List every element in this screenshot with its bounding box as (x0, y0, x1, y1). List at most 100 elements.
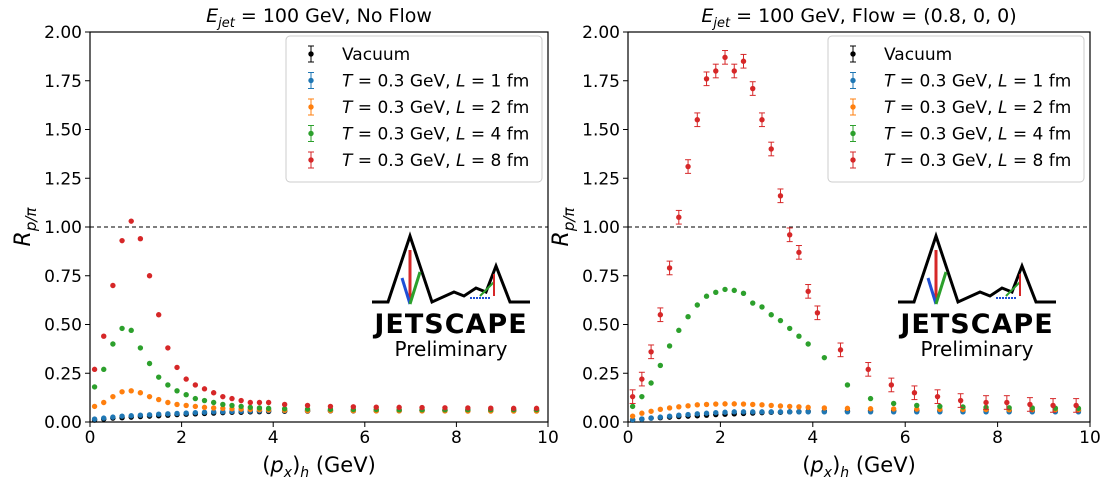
data-point (750, 300, 756, 306)
data-point (119, 389, 125, 395)
data-point (759, 402, 765, 408)
legend-label: T = 0.3 GeV, L = 2 fm (884, 98, 1071, 118)
y-tick-label: 0.25 (582, 364, 620, 384)
y-tick-label: 1.50 (582, 121, 620, 141)
data-point (685, 314, 691, 320)
data-point (934, 393, 941, 400)
data-point (210, 399, 217, 406)
data-point (350, 404, 357, 410)
data-point (183, 392, 189, 398)
data-point (442, 405, 448, 411)
data-point (165, 399, 171, 406)
legend-frame (285, 35, 543, 183)
data-point (685, 403, 691, 409)
data-point (983, 399, 989, 406)
data-point (796, 409, 802, 415)
legend-marker (850, 157, 856, 163)
y-tick-label: 0.00 (44, 413, 82, 433)
data-point (165, 345, 171, 351)
data-point (694, 117, 700, 123)
data-point (750, 409, 756, 415)
data-point (1073, 402, 1079, 409)
data-point (327, 403, 334, 410)
data-point (713, 409, 719, 416)
x-tick-label: 4 (807, 428, 818, 448)
data-point (666, 413, 673, 419)
data-point (91, 416, 98, 422)
x-axis-label: (px)h (GeV) (802, 453, 916, 479)
data-point (174, 401, 180, 408)
data-point (867, 395, 874, 402)
data-point (110, 393, 116, 400)
legend-marker (850, 104, 856, 110)
data-point (666, 343, 673, 349)
data-point (796, 404, 802, 410)
data-point (750, 85, 756, 92)
data-point (777, 409, 784, 415)
data-point (731, 68, 737, 74)
chart-panel-2: Ejet = 100 GeV, Flow = (0.8, 0, 0) 0.00 0.… (549, 5, 1101, 479)
x-tick-label: 6 (359, 428, 370, 448)
data-point (722, 286, 728, 293)
legend: Vacuum T = 0.3 GeV, L = 1 fm T = 0.3 GeV, … (827, 35, 1085, 183)
data-point (787, 232, 793, 238)
data-point (192, 409, 199, 416)
data-point (914, 402, 920, 409)
x-tick-label: 0 (623, 428, 634, 448)
data-point (759, 304, 765, 310)
data-point (787, 325, 793, 332)
data-point (731, 287, 737, 294)
data-point (787, 403, 793, 410)
data-point (768, 409, 774, 415)
y-tick-label: 1.75 (582, 72, 620, 92)
data-point (256, 399, 263, 406)
x-axis-label: (px)h (GeV) (262, 453, 376, 479)
data-point (713, 401, 719, 407)
data-point (648, 349, 654, 355)
data-point (265, 399, 272, 406)
data-point (676, 404, 682, 410)
legend-marker (308, 77, 314, 84)
y-tick-label: 1.00 (44, 218, 82, 238)
x-tick-label: 10 (537, 428, 559, 448)
data-point (805, 341, 811, 347)
logo-subtext: Preliminary (395, 337, 508, 361)
data-point (805, 404, 811, 411)
data-point (91, 403, 98, 410)
legend-marker (850, 130, 856, 137)
legend-label: T = 0.3 GeV, L = 1 fm (342, 72, 529, 92)
legend-label: T = 0.3 GeV, L = 4 fm (342, 125, 529, 145)
data-point (1004, 399, 1010, 406)
data-point (750, 401, 756, 408)
data-point (156, 312, 162, 318)
data-point (265, 405, 272, 412)
data-point (666, 405, 673, 411)
data-point (865, 366, 871, 373)
data-point (91, 366, 98, 373)
data-point (805, 288, 811, 295)
data-point (110, 414, 116, 420)
data-point (229, 395, 235, 402)
data-point (821, 409, 828, 415)
data-point (657, 312, 664, 318)
data-point (731, 401, 737, 407)
chart-title: Ejet = 100 GeV, Flow = (0.8, 0, 0) (701, 5, 1016, 31)
data-point (220, 405, 226, 412)
data-point (676, 327, 682, 334)
data-point (229, 402, 235, 409)
data-point (629, 413, 636, 419)
data-point (648, 415, 654, 421)
data-point (201, 386, 208, 392)
data-point (740, 409, 747, 415)
data-point (101, 399, 107, 406)
data-point (119, 413, 125, 419)
y-tick-label: 1.25 (44, 169, 82, 189)
data-point (676, 214, 682, 220)
data-point (821, 354, 828, 361)
data-point (110, 282, 116, 289)
data-point (183, 376, 189, 382)
data-point (867, 406, 874, 412)
y-tick-label: 0.50 (44, 316, 82, 336)
